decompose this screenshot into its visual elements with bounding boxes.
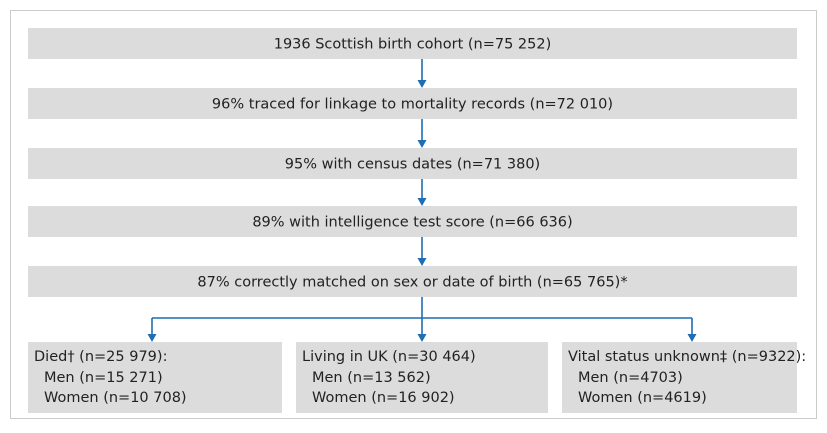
arrow-head — [417, 258, 427, 266]
arrow-head — [417, 140, 427, 148]
step-box — [28, 206, 797, 237]
outcome-line: Women (n=16 902) — [312, 390, 455, 406]
outcome-line: Men (n=13 562) — [312, 370, 431, 386]
step-box — [28, 266, 797, 297]
outcome-box — [562, 342, 797, 413]
step-label: 1936 Scottish birth cohort (n=75 252) — [274, 37, 552, 53]
outcome-line: Women (n=4619) — [578, 390, 707, 406]
outcome-line: Men (n=15 271) — [44, 370, 163, 386]
arrow-head — [687, 334, 697, 342]
outcome-line: Men (n=4703) — [578, 370, 683, 386]
step-label: 87% correctly matched on sex or date of … — [197, 275, 627, 291]
outcome-title: Died† (n=25 979): — [34, 349, 167, 365]
outcome-box — [296, 342, 548, 413]
step-box — [28, 28, 797, 59]
outcome-line: Women (n=10 708) — [44, 390, 187, 406]
step-label: 96% traced for linkage to mortality reco… — [212, 97, 613, 113]
outcome-title: Vital status unknown‡ (n=9322): — [568, 349, 806, 365]
outcome-box — [28, 342, 282, 413]
outcome-title: Living in UK (n=30 464) — [302, 349, 476, 365]
arrow-head — [147, 334, 157, 342]
step-box — [28, 148, 797, 179]
step-label: 95% with census dates (n=71 380) — [285, 157, 540, 173]
arrow-head — [417, 334, 427, 342]
arrow-head — [417, 80, 427, 88]
step-label: 89% with intelligence test score (n=66 6… — [252, 215, 572, 231]
step-box — [28, 88, 797, 119]
arrow-head — [417, 198, 427, 206]
